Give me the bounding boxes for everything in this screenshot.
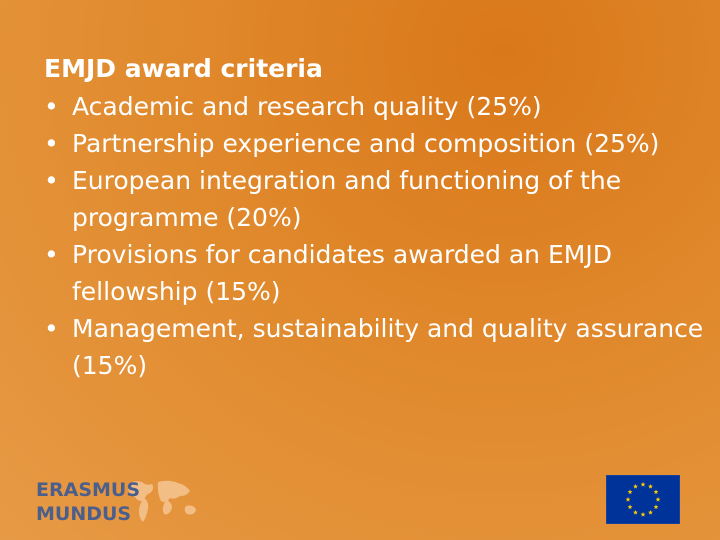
criteria-text: Partnership experience and composition (…	[72, 129, 660, 158]
eu-star	[627, 504, 633, 510]
criteria-item: • Partnership experience and composition …	[44, 125, 704, 162]
criteria-text: Academic and research quality (25%)	[72, 92, 542, 121]
eu-star	[653, 489, 659, 495]
eu-star	[640, 481, 646, 487]
erasmus-text: ERASMUS	[36, 479, 140, 501]
criteria-text: European integration and functioning of …	[72, 166, 622, 232]
criteria-item: • European integration and functioning of…	[44, 162, 704, 236]
bullet-icon: •	[44, 129, 59, 158]
eu-star	[633, 483, 638, 489]
slide-content: EMJD award criteria • Academic and resear…	[44, 50, 704, 384]
eu-flag-icon	[606, 475, 680, 524]
eu-star	[625, 496, 631, 502]
bullet-icon: •	[44, 240, 59, 269]
eu-star	[648, 483, 653, 489]
bullet-icon: •	[44, 314, 59, 343]
mundus-text: MUNDUS	[36, 503, 131, 525]
world-map-icon	[128, 480, 196, 522]
eu-star	[653, 504, 659, 510]
bullet-icon: •	[44, 166, 59, 195]
criteria-text: Management, sustainability and quality a…	[72, 314, 704, 380]
criteria-item: • Academic and research quality (25%)	[44, 88, 704, 125]
eu-star	[655, 496, 661, 502]
eu-star	[627, 489, 633, 495]
bullet-icon: •	[44, 92, 59, 121]
slide-title: EMJD award criteria	[44, 54, 323, 83]
eu-star	[633, 509, 638, 515]
criteria-text: Provisions for candidates awarded an EMJ…	[72, 240, 612, 306]
erasmus-mundus-logo: ERASMUS MUNDUS	[36, 479, 196, 525]
criteria-list: • Academic and research quality (25%) • Pa…	[44, 88, 704, 384]
criteria-item: • Provisions for candidates awarded an EM…	[44, 236, 704, 310]
eu-stars	[625, 481, 661, 517]
eu-star	[648, 509, 653, 515]
eu-star	[640, 511, 646, 517]
criteria-item: • Management, sustainability and quality …	[44, 310, 704, 384]
